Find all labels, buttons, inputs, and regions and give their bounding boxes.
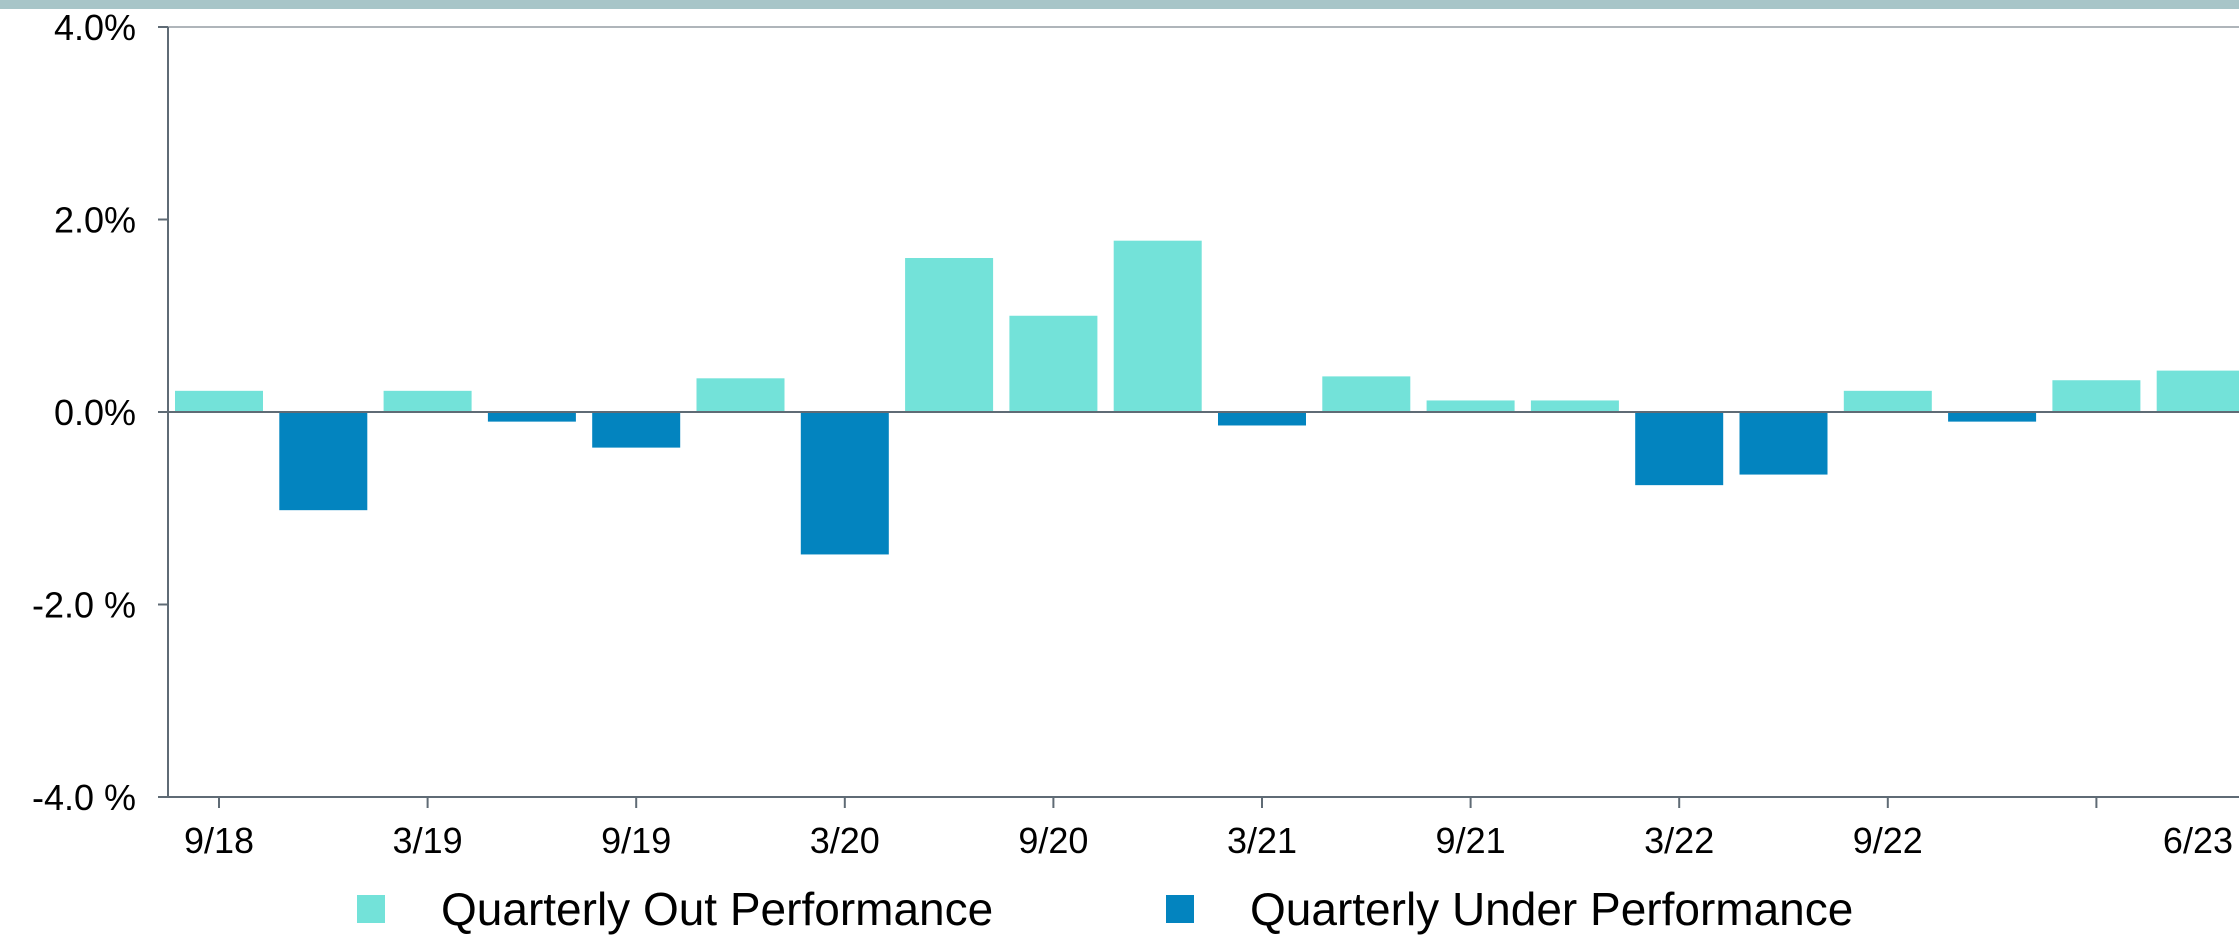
x-tick-label: 9/20 [1018,820,1088,861]
y-tick-label: 4.0% [54,7,136,48]
bar-3-22-under [1635,412,1724,486]
bar-chart: 4.0% 2.0% 0.0% -2.0 % -4.0 % 9/18 3/19 9/19 3/2… [32,7,2239,861]
bar-12-21-out [1530,400,1619,412]
bar-6-21-out [1322,376,1411,412]
bar-9-18-out [175,390,263,412]
bar-9-20-out [1009,315,1098,412]
legend-label-under: Quarterly Under Performance [1250,883,1854,935]
bars-group [175,240,2239,555]
y-tick-label: 0.0% [54,392,136,433]
bar-12-19-out [696,378,785,412]
bar-6-22-under [1739,412,1828,475]
x-tick-labels: 9/18 3/19 9/19 3/20 9/20 3/21 9/21 3/22 9/22 6/23 [184,820,2233,861]
y-tick-label: -2.0 % [32,585,136,626]
x-tick-label: 9/21 [1436,820,1506,861]
bar-6-23-out [2156,370,2239,412]
x-tick-label: 9/19 [601,820,671,861]
bar-12-22-under [1948,412,2037,422]
y-tick-label: 2.0% [54,200,136,241]
x-tick-label: 3/20 [810,820,880,861]
bar-3-21-under [1218,412,1306,426]
x-tick-label: 9/18 [184,820,254,861]
bar-3-19-out [383,390,472,412]
top-strip [0,0,2239,9]
legend-swatch-under [1166,895,1194,923]
x-tick-label: 6/23 [2163,820,2233,861]
legend-item-under: Quarterly Under Performance [1166,880,1853,938]
bar-3-20-under [800,412,889,555]
legend-swatch-out [357,895,385,923]
x-tick-label: 3/21 [1227,820,1297,861]
bar-3-23-out [2052,380,2141,412]
x-tick-label: 9/22 [1853,820,1923,861]
legend-label-out: Quarterly Out Performance [441,883,994,935]
x-tick-label: 3/22 [1644,820,1714,861]
x-tick-label: 3/19 [393,820,463,861]
bar-12-20-out [1113,240,1202,412]
y-tick-label: -4.0 % [32,777,136,818]
legend-item-out: Quarterly Out Performance [357,880,993,938]
bar-9-22-out [1843,390,1932,412]
axes-group [158,26,2239,808]
y-tick-labels: 4.0% 2.0% 0.0% -2.0 % -4.0 % [32,7,136,818]
legend: Quarterly Out Performance Quarterly Unde… [0,880,2239,938]
bar-12-18-under [279,412,368,511]
bar-6-20-out [905,258,994,412]
bar-9-19-under [592,412,681,448]
bar-6-19-under [487,412,576,422]
bar-9-21-out [1426,400,1515,412]
